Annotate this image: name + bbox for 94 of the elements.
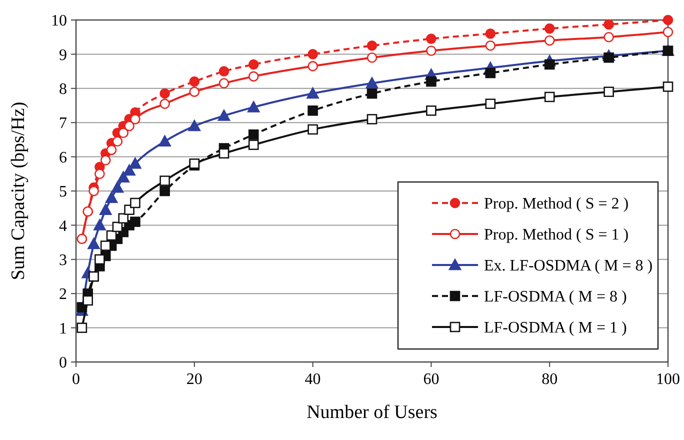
point xyxy=(117,171,130,182)
point xyxy=(88,238,100,250)
point xyxy=(160,176,170,186)
point xyxy=(189,76,200,87)
y-tick-label: 1 xyxy=(59,320,67,338)
point xyxy=(218,110,230,121)
point xyxy=(248,140,259,150)
y-tick-label: 2 xyxy=(59,286,67,304)
point xyxy=(158,135,171,147)
point xyxy=(130,114,140,124)
y-tick-label: 9 xyxy=(59,46,67,64)
point xyxy=(426,46,436,56)
point xyxy=(426,76,436,87)
point xyxy=(485,68,496,78)
point xyxy=(112,136,123,147)
point xyxy=(88,186,99,196)
point xyxy=(130,198,140,208)
point xyxy=(218,66,230,76)
point xyxy=(123,164,136,176)
point xyxy=(105,192,118,203)
point xyxy=(366,114,378,124)
x-axis-title: Number of Users xyxy=(306,402,438,423)
point xyxy=(111,181,124,193)
point xyxy=(94,254,105,265)
point xyxy=(247,101,260,112)
point xyxy=(124,120,134,132)
point xyxy=(426,105,436,116)
point xyxy=(94,168,105,180)
y-tick-label: 5 xyxy=(59,184,67,201)
point xyxy=(308,61,318,72)
point xyxy=(160,88,170,99)
point xyxy=(76,322,88,333)
legend-label: Prop. Method ( S = 1 ) xyxy=(484,226,629,244)
point xyxy=(106,144,117,156)
point xyxy=(366,88,378,99)
point xyxy=(544,23,555,34)
y-tick-label: 10 xyxy=(51,12,67,30)
y-axis-title: Sum Capacity (bps/Hz) xyxy=(8,102,29,280)
legend-label: Prop. Method ( S = 2 ) xyxy=(484,196,629,213)
y-tick-label: 4 xyxy=(59,218,67,235)
point xyxy=(218,148,230,159)
y-tick-label: 0 xyxy=(59,354,67,372)
point xyxy=(118,128,129,138)
point xyxy=(308,105,318,116)
point xyxy=(248,129,259,140)
point xyxy=(366,77,378,88)
legend-label: LF-OSDMA ( M = 1 ) xyxy=(484,320,627,337)
point xyxy=(94,219,106,230)
legend-label: LF-OSDMA ( M = 8 ) xyxy=(484,288,627,306)
point xyxy=(248,59,259,70)
y-tick-label: 3 xyxy=(59,252,67,269)
point xyxy=(604,52,614,63)
x-tick-label: 100 xyxy=(656,371,680,388)
point xyxy=(544,59,555,70)
point xyxy=(662,82,674,92)
point xyxy=(366,40,378,51)
point xyxy=(130,216,140,227)
point xyxy=(308,49,318,60)
legend-label: Ex. LF-OSDMA ( M = 8 ) xyxy=(484,258,653,275)
y-tick-label: 7 xyxy=(59,115,67,132)
point xyxy=(604,86,614,97)
point xyxy=(662,14,674,26)
x-tick-label: 80 xyxy=(542,371,558,388)
point xyxy=(306,87,319,99)
x-tick-label: 40 xyxy=(304,371,321,388)
point xyxy=(308,124,318,135)
x-tick-label: 60 xyxy=(423,371,440,388)
point xyxy=(544,35,555,46)
point xyxy=(604,32,614,42)
y-tick-label: 8 xyxy=(59,81,67,98)
point xyxy=(118,213,129,224)
point xyxy=(82,295,93,306)
point xyxy=(485,28,496,39)
x-tick-label: 0 xyxy=(72,371,80,388)
point xyxy=(188,120,201,132)
point xyxy=(160,98,170,109)
point xyxy=(106,230,117,241)
point xyxy=(366,52,378,63)
point xyxy=(100,240,111,251)
point xyxy=(604,19,614,30)
point xyxy=(189,86,200,97)
x-tick-label: 20 xyxy=(186,371,202,388)
point xyxy=(485,98,496,109)
point xyxy=(218,78,230,88)
point xyxy=(129,157,142,169)
point xyxy=(485,40,496,51)
point xyxy=(544,92,555,102)
point xyxy=(426,34,436,44)
point xyxy=(99,204,112,215)
point xyxy=(160,186,170,196)
point xyxy=(100,155,111,166)
point xyxy=(662,26,674,38)
y-tick-label: 6 xyxy=(59,149,67,166)
point xyxy=(248,71,259,82)
